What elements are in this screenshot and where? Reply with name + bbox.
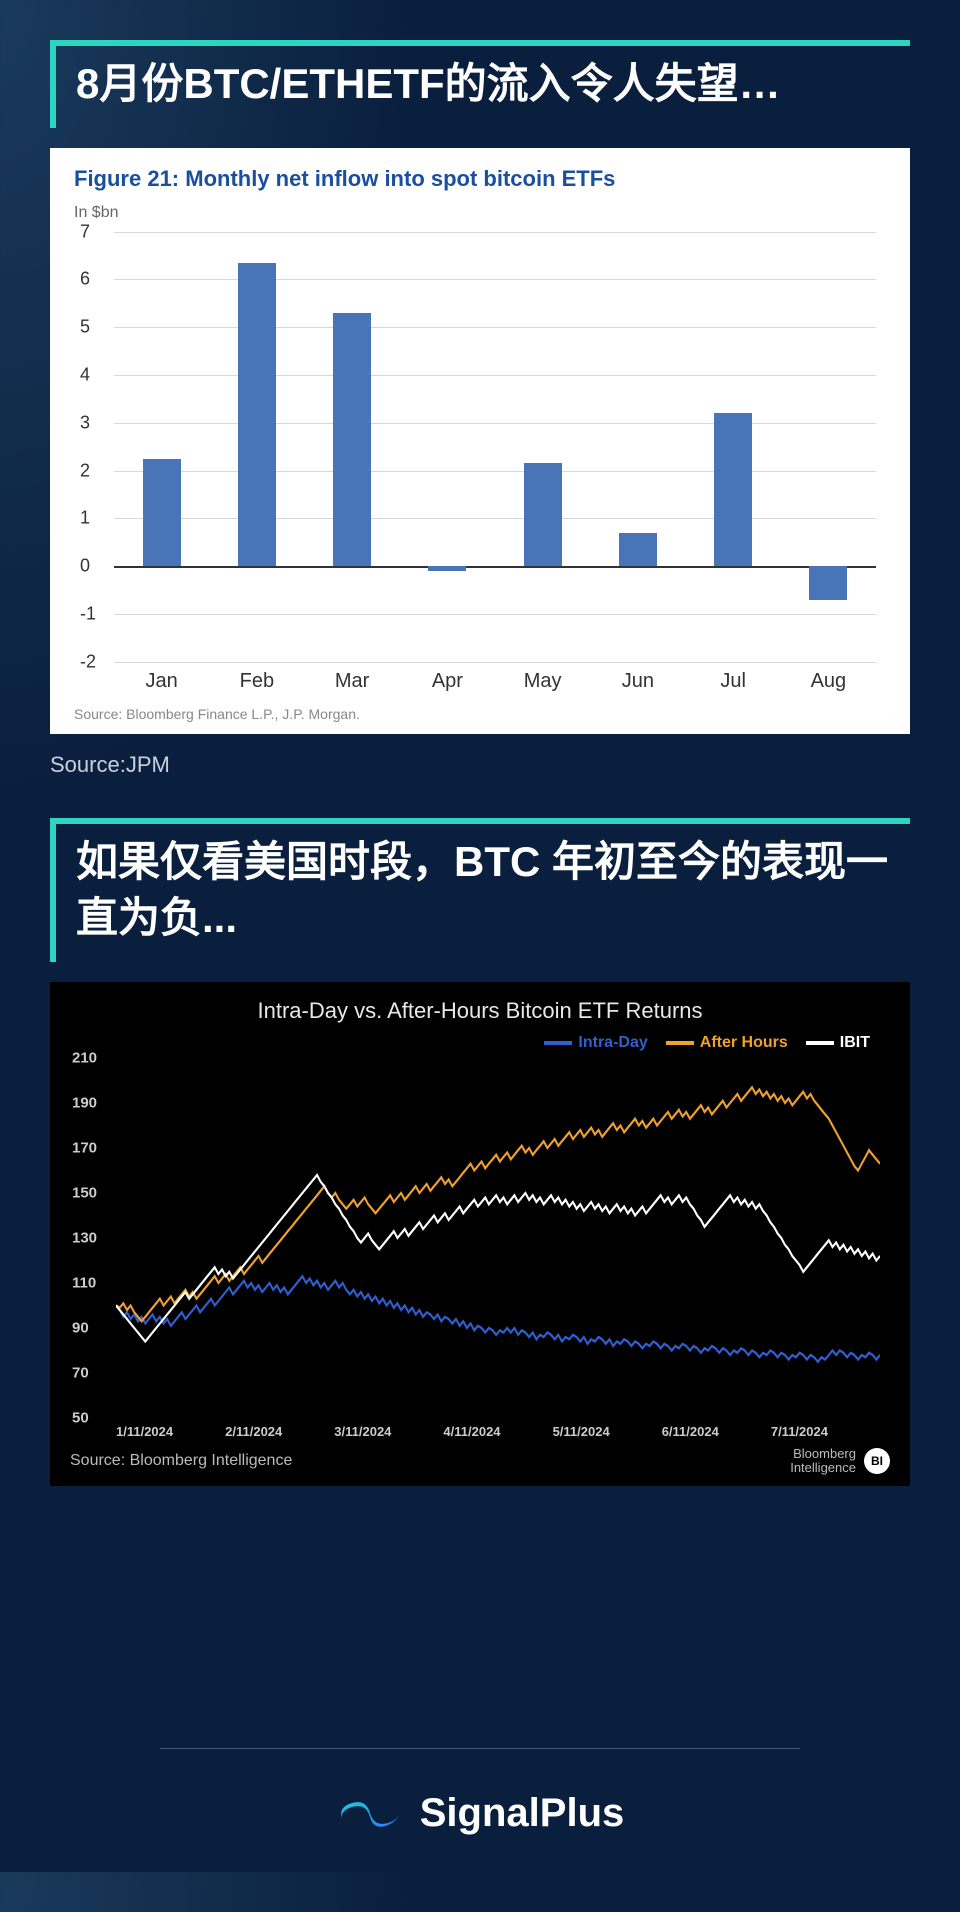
bar-column: Apr <box>400 232 495 662</box>
legend-item: Intra-Day <box>544 1034 647 1051</box>
bar-rect <box>238 263 276 566</box>
footer-divider <box>160 1748 800 1749</box>
bar-x-tick-label: May <box>495 662 590 693</box>
section-intraday-returns: 如果仅看美国时段，BTC 年初至今的表现一直为负... Intra-Day vs… <box>50 818 910 1486</box>
bar-y-tick-label: 3 <box>80 412 90 433</box>
line-svg <box>116 1058 880 1418</box>
legend-swatch-icon <box>806 1041 834 1045</box>
line-y-tick-label: 50 <box>72 1410 89 1427</box>
line-x-tick-label: 4/11/2024 <box>443 1424 552 1439</box>
jpm-bar-chart: Figure 21: Monthly net inflow into spot … <box>50 148 910 734</box>
bb-chart-title: Intra-Day vs. After-Hours Bitcoin ETF Re… <box>70 998 890 1024</box>
section-title-2: 如果仅看美国时段，BTC 年初至今的表现一直为负... <box>76 834 910 947</box>
jpm-chart-unit: In $bn <box>74 204 886 222</box>
bar-rect <box>714 413 752 566</box>
bar-y-tick-label: 1 <box>80 508 90 529</box>
line-series <box>116 1087 880 1321</box>
bar-rect <box>619 533 657 566</box>
section-title-1: 8月份BTC/ETHETF的流入令人失望… <box>76 56 910 113</box>
line-y-tick-label: 70 <box>72 1365 89 1382</box>
line-plot-area: 507090110130150170190210 <box>116 1058 880 1418</box>
bar-x-tick-label: Jan <box>114 662 209 693</box>
line-x-tick-label: 2/11/2024 <box>225 1424 334 1439</box>
line-y-tick-label: 130 <box>72 1230 97 1247</box>
bb-source-left: Source: Bloomberg Intelligence <box>70 1452 292 1470</box>
bb-footer: Source: Bloomberg Intelligence Bloomberg… <box>70 1447 890 1476</box>
line-x-tick-label: 1/11/2024 <box>116 1424 225 1439</box>
bar-y-tick-label: -1 <box>80 603 96 624</box>
bar-column: Jan <box>114 232 209 662</box>
line-y-tick-label: 90 <box>72 1320 89 1337</box>
bar-rect <box>143 459 181 567</box>
legend-item: After Hours <box>666 1034 788 1051</box>
bar-y-tick-label: 0 <box>80 556 90 577</box>
bar-x-tick-label: Jun <box>590 662 685 693</box>
bar-y-tick-label: 7 <box>80 221 90 242</box>
external-source-1: Source:JPM <box>50 752 910 778</box>
brand-logo: SignalPlus <box>336 1789 625 1837</box>
bar-y-tick-label: 2 <box>80 460 90 481</box>
legend-label: IBIT <box>840 1034 870 1051</box>
jpm-chart-title: Figure 21: Monthly net inflow into spot … <box>74 166 886 192</box>
line-x-labels: 1/11/20242/11/20243/11/20244/11/20245/11… <box>116 1418 880 1439</box>
bar-y-tick-label: 6 <box>80 269 90 290</box>
line-y-tick-label: 110 <box>72 1275 96 1292</box>
bar-rect <box>333 313 371 566</box>
bar-column: May <box>495 232 590 662</box>
line-series <box>116 1175 880 1342</box>
legend-item: IBIT <box>806 1034 870 1051</box>
legend-swatch-icon <box>666 1041 694 1045</box>
logo-mark-icon <box>336 1789 404 1837</box>
line-y-tick-label: 150 <box>72 1185 97 1202</box>
section-header-2: 如果仅看美国时段，BTC 年初至今的表现一直为负... <box>50 818 910 962</box>
bi-badge-icon: BI <box>864 1448 890 1474</box>
bar-column: Aug <box>781 232 876 662</box>
bar-y-tick-label: 5 <box>80 317 90 338</box>
bar-column: Feb <box>209 232 304 662</box>
legend-label: Intra-Day <box>578 1034 647 1051</box>
line-y-tick-label: 210 <box>72 1050 97 1067</box>
bar-x-tick-label: Apr <box>400 662 495 693</box>
line-x-tick-label: 6/11/2024 <box>662 1424 771 1439</box>
bar-y-tick-label: 4 <box>80 365 90 386</box>
bb-legend: Intra-Day After Hours IBIT <box>70 1034 890 1052</box>
bar-column: Jul <box>686 232 781 662</box>
bar-x-tick-label: Mar <box>305 662 400 693</box>
bar-x-tick-label: Feb <box>209 662 304 693</box>
line-y-tick-label: 170 <box>72 1140 97 1157</box>
bar-plot-area: -2-101234567JanFebMarAprMayJunJulAug <box>114 232 876 662</box>
bar-x-tick-label: Aug <box>781 662 876 693</box>
line-y-tick-label: 190 <box>72 1095 97 1112</box>
jpm-chart-source: Source: Bloomberg Finance L.P., J.P. Mor… <box>74 706 886 722</box>
line-series <box>116 1276 880 1362</box>
bb-source-right: Bloomberg Intelligence BI <box>790 1447 890 1476</box>
line-x-tick-label: 5/11/2024 <box>553 1424 662 1439</box>
legend-swatch-icon <box>544 1041 572 1045</box>
bar-x-tick-label: Jul <box>686 662 781 693</box>
legend-label: After Hours <box>700 1034 788 1051</box>
bar-rect <box>809 566 847 599</box>
bar-column: Jun <box>590 232 685 662</box>
bar-column: Mar <box>305 232 400 662</box>
bar-y-tick-label: -2 <box>80 651 96 672</box>
line-x-tick-label: 3/11/2024 <box>334 1424 443 1439</box>
line-x-tick-label: 7/11/2024 <box>771 1424 880 1439</box>
section-etf-inflow: 8月份BTC/ETHETF的流入令人失望… Figure 21: Monthly… <box>50 40 910 778</box>
bar-rect <box>524 463 562 566</box>
brand-name: SignalPlus <box>420 1791 625 1836</box>
section-header-1: 8月份BTC/ETHETF的流入令人失望… <box>50 40 910 128</box>
bloomberg-line-chart: Intra-Day vs. After-Hours Bitcoin ETF Re… <box>50 982 910 1486</box>
bar-rect <box>428 566 466 571</box>
page-footer: SignalPlus <box>0 1748 960 1842</box>
